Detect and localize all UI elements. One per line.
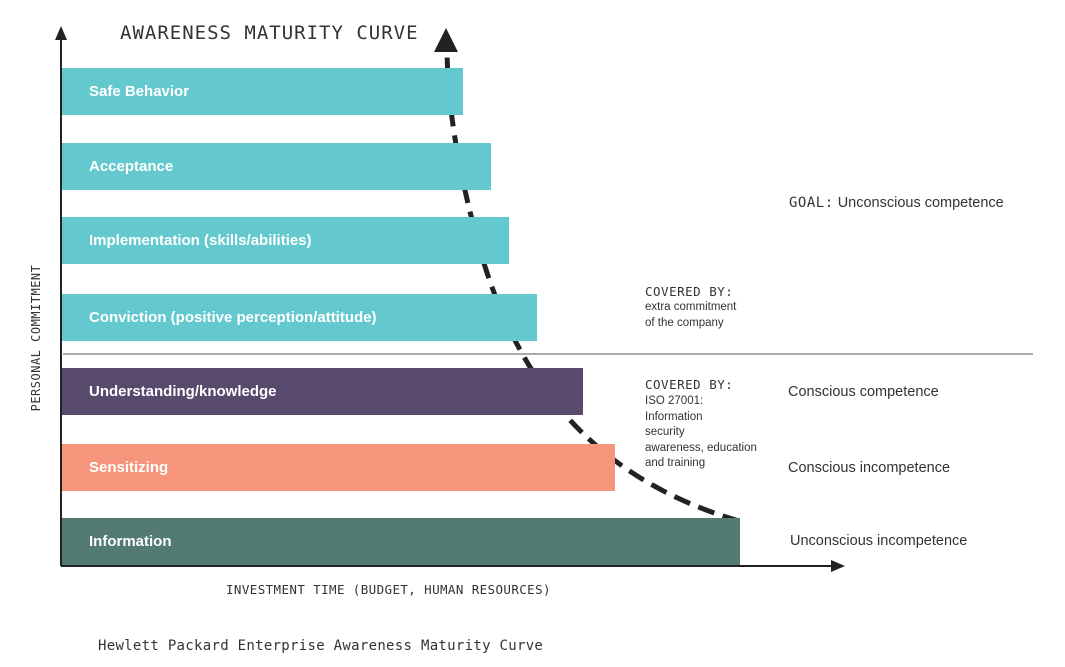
bar-sensitizing: Sensitizing	[62, 444, 615, 491]
note-company-heading: COVERED BY:	[645, 284, 734, 299]
bar-acceptance: Acceptance	[62, 143, 491, 190]
note-iso-line: Information	[645, 410, 703, 423]
bar-safe-behavior: Safe Behavior	[62, 68, 463, 115]
bar-information: Information	[62, 518, 740, 565]
note-iso-line: ISO 27001:	[645, 395, 704, 407]
bar-understanding: Understanding/knowledge	[62, 368, 583, 415]
note-company-line: of the company	[645, 316, 724, 329]
goal-text: Unconscious competence	[837, 195, 1004, 211]
note-iso-line: awareness, education	[645, 441, 757, 454]
curve-arrowhead	[434, 28, 458, 52]
bar-implementation: Implementation (skills/abilities)	[62, 217, 509, 264]
y-axis-arrowhead	[55, 26, 67, 40]
note-company-line: extra commitment	[645, 301, 737, 313]
stage-conscious-incompetence: Conscious incompetence	[788, 460, 951, 476]
note-iso-line: security	[645, 426, 685, 438]
x-axis-arrowhead	[831, 560, 845, 572]
note-company-text: extra commitment of the company	[645, 300, 736, 331]
note-iso-heading: COVERED BY:	[645, 377, 734, 392]
stage-goal: GOAL: Unconscious competence	[789, 195, 1004, 211]
diagram-title: AWARENESS MATURITY CURVE	[120, 22, 419, 44]
caption: Hewlett Packard Enterprise Awareness Mat…	[98, 638, 544, 654]
note-iso-text: ISO 27001: Information security awarenes…	[645, 394, 757, 472]
stage-conscious-competence: Conscious competence	[788, 384, 939, 400]
y-axis-label: PERSONAL COMMITMENT	[29, 264, 43, 412]
goal-prefix: GOAL:	[789, 195, 834, 211]
bar-conviction: Conviction (positive perception/attitude…	[62, 294, 537, 341]
note-iso-line: and training	[645, 457, 706, 469]
stage-unconscious-incompetence: Unconscious incompetence	[790, 533, 968, 549]
x-axis-label: INVESTMENT TIME (BUDGET, HUMAN RESOURCES…	[226, 582, 551, 597]
